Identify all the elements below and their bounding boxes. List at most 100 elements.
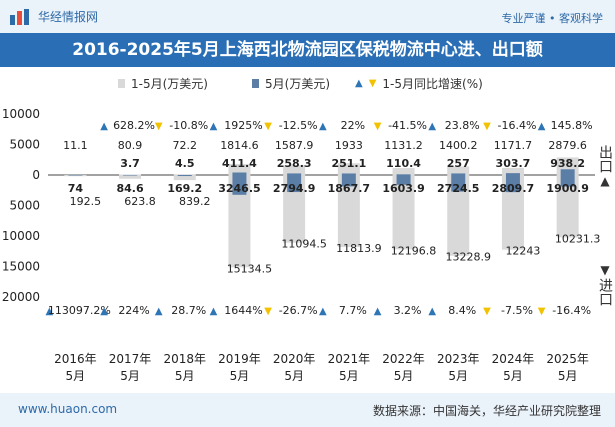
import-cumulative-bar <box>556 175 579 238</box>
export-yoy-label: -41.5% <box>388 119 427 132</box>
import-monthly-bar <box>451 175 466 192</box>
import-cumulative-label: 12196.8 <box>391 244 437 257</box>
import-yoy-label: 3.2% <box>394 304 422 317</box>
up-triangle-icon: ▲ <box>100 306 108 317</box>
down-triangle-icon: ▼ <box>368 77 377 89</box>
export-cumulative-label: 1131.2 <box>384 139 423 152</box>
x-tick-label: 2022年 <box>382 352 425 366</box>
up-triangle-icon: ▲ <box>45 306 53 317</box>
export-monthly-label: 110.4 <box>386 157 421 170</box>
down-triangle-icon: ▼ <box>264 306 272 317</box>
export-yoy-label: 145.8% <box>551 119 593 132</box>
import-monthly-label: 3246.5 <box>218 182 260 195</box>
export-cumulative-label: 72.2 <box>173 139 198 152</box>
export-cumulative-bar <box>392 168 415 175</box>
export-monthly-bar <box>505 173 520 175</box>
footer-url[interactable]: www.huaon.com <box>18 402 118 416</box>
footer-source: 数据来源：中国海关，华经产业研究院整理 <box>372 404 601 418</box>
x-tick-label: 5月 <box>339 369 359 383</box>
down-triangle-icon: ▼ <box>155 121 163 132</box>
tagline: 专业严谨 • 客观科学 <box>501 12 603 25</box>
y-tick-label: 5000 <box>9 138 40 152</box>
x-tick-label: 5月 <box>558 369 578 383</box>
import-monthly-label: 84.6 <box>116 182 143 195</box>
export-side-text: 出口 <box>597 145 613 173</box>
legend-label-cumulative: 1-5月(万美元) <box>131 77 208 91</box>
x-tick-label: 2017年 <box>109 352 152 366</box>
up-triangle-icon: ▲ <box>210 121 218 132</box>
x-tick-label: 2018年 <box>163 352 206 366</box>
top-bar: 华经情报网 专业严谨 • 客观科学 <box>0 0 615 33</box>
x-tick-label: 2019年 <box>218 352 261 366</box>
down-triangle-icon: ▼ <box>538 306 546 317</box>
export-monthly-bar <box>341 173 356 175</box>
import-cumulative-bar <box>501 175 524 250</box>
up-triangle-icon: ▲ <box>355 77 363 89</box>
x-tick-label: 2024年 <box>492 352 535 366</box>
export-cumulative-label: 1587.9 <box>275 139 314 152</box>
x-tick-label: 2021年 <box>328 352 371 366</box>
export-monthly-label: 938.2 <box>550 157 585 170</box>
export-monthly-bar <box>396 174 411 175</box>
up-triangle-icon: ▲ <box>210 306 218 317</box>
down-triangle-icon: ▼ <box>483 306 491 317</box>
import-monthly-bar <box>287 175 302 193</box>
legend-swatch-monthly <box>252 79 259 88</box>
import-cumulative-label: 192.5 <box>70 195 102 208</box>
x-tick-label: 2016年 <box>54 352 97 366</box>
export-cumulative-bar <box>173 174 196 176</box>
export-monthly-bar <box>451 173 466 175</box>
y-tick-label: 5000 <box>9 199 40 213</box>
up-triangle-icon: ▲ <box>374 306 382 317</box>
x-tick-label: 5月 <box>284 369 304 383</box>
up-triangle-icon: ▲ <box>428 306 436 317</box>
import-monthly-label: 74 <box>68 182 84 195</box>
import-monthly-bar <box>68 175 83 176</box>
import-side-label: ▼ 进口 <box>597 262 613 306</box>
import-monthly-bar <box>123 175 138 176</box>
up-triangle-icon: ▲ <box>319 121 327 132</box>
import-monthly-label: 2809.7 <box>492 182 534 195</box>
export-monthly-label: 411.4 <box>222 157 257 170</box>
import-yoy-label: 113097.2% <box>48 304 111 317</box>
import-monthly-label: 169.2 <box>167 182 202 195</box>
export-cumulative-label: 80.9 <box>118 139 143 152</box>
import-cumulative-bar <box>337 175 360 248</box>
import-cumulative-bar <box>392 175 415 250</box>
x-tick-label: 5月 <box>503 369 523 383</box>
import-monthly-label: 1867.7 <box>328 182 370 195</box>
import-cumulative-label: 839.2 <box>179 195 211 208</box>
import-monthly-label: 2724.5 <box>437 182 479 195</box>
logo[interactable]: 华经情报网 <box>10 8 98 25</box>
export-monthly-label: 257 <box>447 157 470 170</box>
import-cumulative-bar <box>173 175 196 181</box>
up-arrow-icon: ▲ <box>600 174 610 188</box>
import-cumulative-label: 15134.5 <box>227 262 273 275</box>
x-tick-label: 5月 <box>394 369 414 383</box>
x-tick-label: 5月 <box>175 369 195 383</box>
import-monthly-bar <box>505 175 520 193</box>
legend-item-cumulative: 1-5月(万美元) <box>118 75 208 92</box>
import-yoy-label: 1644% <box>224 304 262 317</box>
down-arrow-icon: ▼ <box>600 263 610 277</box>
legend-label-yoy: 1-5月同比增速(%) <box>382 77 483 91</box>
import-monthly-label: 2794.9 <box>273 182 315 195</box>
export-cumulative-label: 1933 <box>335 139 363 152</box>
legend-item-yoy: ▲ ▼ 1-5月同比增速(%) <box>355 75 483 92</box>
logo-icon <box>10 8 32 25</box>
export-cumulative-label: 1400.2 <box>439 139 478 152</box>
export-yoy-label: -16.4% <box>497 119 536 132</box>
x-tick-label: 5月 <box>448 369 468 383</box>
import-yoy-label: -26.7% <box>279 304 318 317</box>
y-tick-label: 20000 <box>2 290 40 304</box>
import-monthly-bar <box>560 175 575 187</box>
export-yoy-label: 1925% <box>224 119 262 132</box>
up-triangle-icon: ▲ <box>155 306 163 317</box>
export-cumulative-bar <box>283 165 306 175</box>
import-yoy-label: 7.7% <box>339 304 367 317</box>
import-monthly-bar <box>232 175 247 195</box>
up-triangle-icon: ▲ <box>538 121 546 132</box>
x-tick-label: 5月 <box>120 369 140 383</box>
export-cumulative-bar <box>447 166 470 175</box>
export-monthly-bar <box>232 172 247 175</box>
